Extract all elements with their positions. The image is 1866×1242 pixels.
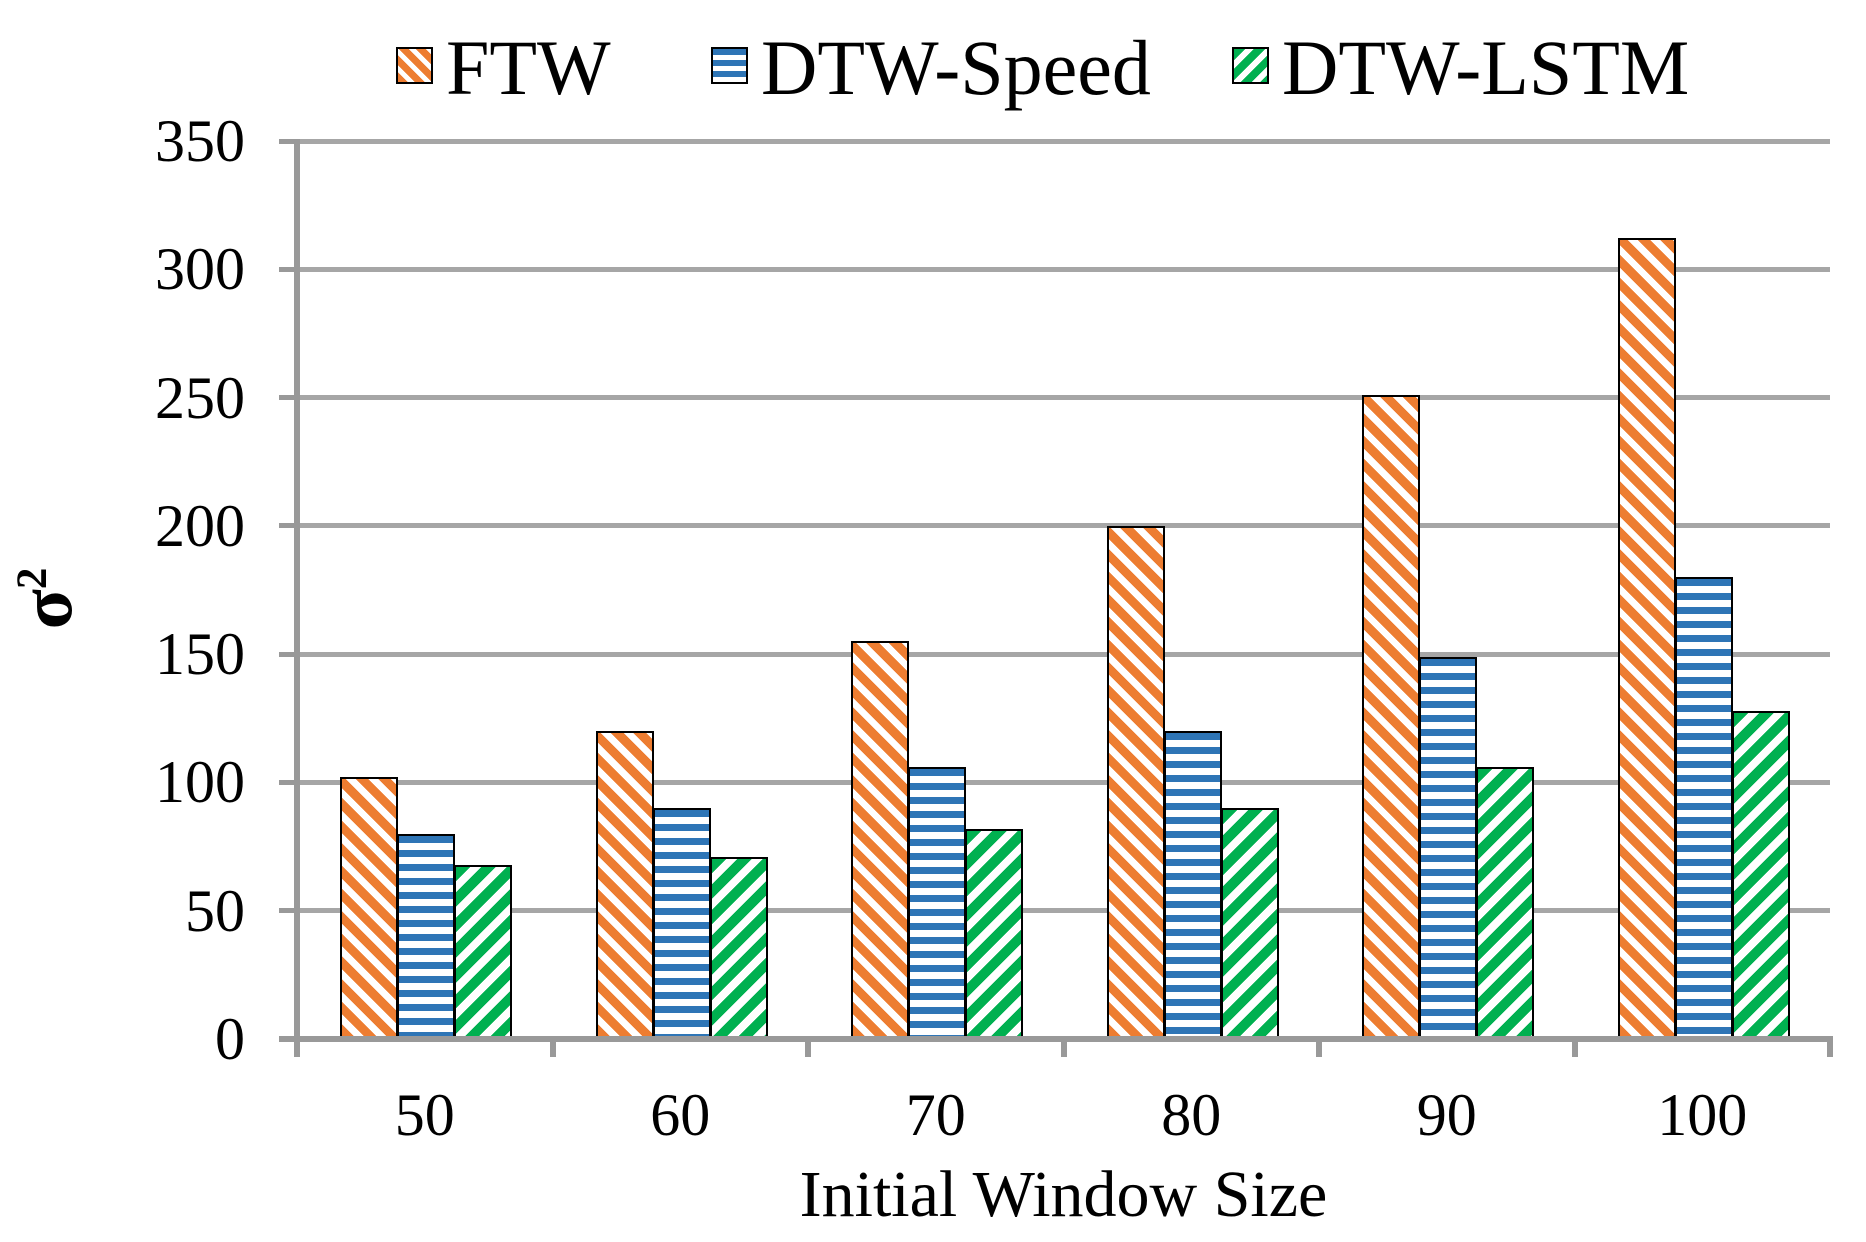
y-tick-200 (279, 523, 297, 529)
bar-dtw-speed-90 (1419, 656, 1477, 1039)
legend-swatch-ftw (396, 47, 433, 84)
y-tick-100 (279, 779, 297, 785)
y-axis-line (294, 138, 300, 1057)
y-tick-label-150: 150 (155, 621, 245, 688)
bar-dtw-speed-80 (1163, 731, 1222, 1039)
bar-dtw-lstm-80 (1220, 808, 1279, 1039)
bar-dtw-speed-60 (652, 808, 711, 1039)
gridline-200 (297, 523, 1830, 529)
bar-ftw-100 (1617, 238, 1676, 1039)
x-tick-5 (1571, 1039, 1578, 1057)
y-tick-150 (279, 651, 297, 657)
y-tick-350 (279, 138, 297, 144)
legend-swatch-dtw-lstm (1232, 47, 1269, 84)
bar-dtw-speed-70 (908, 767, 966, 1039)
bar-dtw-lstm-60 (709, 856, 768, 1039)
legend-item-dtw-speed: DTW-Speed (711, 20, 1151, 111)
x-tick-label-80: 80 (1161, 1082, 1222, 1148)
y-tick-label-200: 200 (155, 492, 245, 559)
x-tick-1 (549, 1039, 556, 1057)
x-tick-2 (805, 1039, 811, 1057)
bar-ftw-70 (851, 641, 909, 1039)
y-tick-label-300: 300 (155, 236, 245, 303)
legend-label-ftw: FTW (446, 24, 611, 111)
x-tick-label-70: 70 (905, 1082, 966, 1148)
gridline-50 (297, 908, 1830, 914)
legend-item-dtw-lstm: DTW-LSTM (1232, 20, 1689, 111)
bar-dtw-speed-50 (397, 833, 455, 1039)
x-tick-4 (1316, 1039, 1322, 1057)
legend-label-dtw-lstm: DTW-LSTM (1282, 24, 1690, 111)
legend-item-ftw: FTW (396, 20, 816, 111)
gridline-250 (297, 395, 1830, 401)
gridline-150 (297, 651, 1830, 657)
bar-ftw-90 (1362, 395, 1420, 1039)
legend-label-dtw-speed: DTW-Speed (761, 24, 1151, 111)
x-axis-title: Initial Window Size (799, 1158, 1328, 1231)
bar-dtw-lstm-70 (965, 828, 1023, 1039)
gridline-350 (297, 138, 1830, 144)
x-tick-label-100: 100 (1657, 1082, 1748, 1148)
x-tick-6 (1827, 1039, 1833, 1057)
bar-dtw-speed-100 (1674, 577, 1733, 1039)
y-tick-label-100: 100 (155, 749, 245, 816)
bar-ftw-50 (340, 777, 398, 1039)
y-tick-label-50: 50 (185, 877, 245, 944)
gridline-300 (297, 266, 1830, 272)
x-axis-line (279, 1036, 1833, 1042)
bar-ftw-60 (595, 731, 654, 1039)
bar-ftw-80 (1106, 525, 1165, 1039)
x-tick-label-90: 90 (1416, 1082, 1477, 1148)
legend: FTW DTW-Speed DTW-LSTM (0, 0, 1866, 111)
y-tick-250 (279, 395, 297, 401)
y-tick-label-0: 0 (215, 1006, 245, 1072)
bar-dtw-lstm-90 (1476, 767, 1534, 1039)
gridline-100 (297, 779, 1830, 785)
y-tick-label-250: 250 (155, 364, 245, 431)
legend-swatch-dtw-speed (711, 47, 748, 84)
x-tick-label-60: 60 (650, 1082, 711, 1148)
x-tick-3 (1060, 1039, 1067, 1057)
y-tick-300 (279, 266, 297, 272)
bar-dtw-lstm-50 (454, 864, 512, 1039)
bar-dtw-lstm-100 (1731, 710, 1790, 1039)
x-tick-label-50: 50 (394, 1082, 455, 1148)
y-tick-50 (279, 908, 297, 914)
y-tick-label-350: 350 (155, 108, 245, 174)
x-tick-0 (294, 1039, 300, 1057)
